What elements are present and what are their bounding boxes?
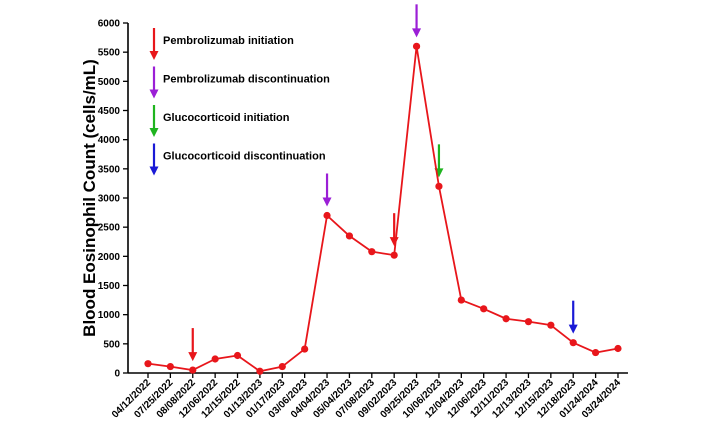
data-point xyxy=(592,348,600,357)
event-arrows xyxy=(188,4,578,362)
data-point xyxy=(256,367,264,375)
y-tick-label: 4000 xyxy=(98,135,121,146)
data-point xyxy=(480,305,488,313)
data-point xyxy=(569,339,577,347)
data-point xyxy=(524,318,533,326)
data-point xyxy=(278,362,286,371)
legend-item: Pembrolizumab initiation xyxy=(149,28,294,60)
arrow-head xyxy=(149,51,159,60)
legend-label: Glucocorticoid discontinuation xyxy=(163,151,326,163)
data-point xyxy=(301,345,309,353)
legend-item: Glucocorticoid initiation xyxy=(149,105,290,137)
data-point xyxy=(390,251,398,259)
y-tick-label: 3500 xyxy=(98,164,121,175)
data-point xyxy=(368,248,376,256)
y-tick-label: 5000 xyxy=(98,77,121,88)
data-point xyxy=(233,351,242,360)
arrow-head xyxy=(322,197,332,207)
data-point xyxy=(502,315,510,323)
arrow-head xyxy=(188,352,198,362)
arrow-head xyxy=(149,128,159,137)
y-tick-label: 2000 xyxy=(98,252,121,263)
data-point xyxy=(457,296,465,304)
data-point xyxy=(345,232,354,240)
event-arrow xyxy=(188,328,198,362)
legend-label: Pembrolizumab initiation xyxy=(163,35,294,47)
data-point xyxy=(412,42,421,50)
series-line xyxy=(147,45,619,373)
legend-arrow xyxy=(149,105,159,137)
legend-item: Pembrolizumab discontinuation xyxy=(149,66,330,99)
event-arrow xyxy=(568,300,578,334)
data-point xyxy=(166,362,174,371)
y-tick-label: 500 xyxy=(103,339,120,350)
y-tick-label: 6000 xyxy=(98,19,121,30)
data-point xyxy=(435,182,443,190)
y-axis-title: Blood Eosinophil Count (cells/mL) xyxy=(80,59,99,337)
data-point xyxy=(189,366,197,374)
arrow-head xyxy=(568,324,578,334)
event-arrow xyxy=(434,144,444,178)
y-tick-label: 2500 xyxy=(98,223,121,234)
y-tick-label: 0 xyxy=(114,369,120,380)
legend-arrow xyxy=(149,143,159,176)
y-tick-label: 1500 xyxy=(98,281,121,292)
arrow-head xyxy=(149,89,159,99)
y-tick-label: 4500 xyxy=(98,106,121,117)
event-arrow xyxy=(322,173,332,207)
legend-label: Glucocorticoid initiation xyxy=(163,112,290,124)
data-point xyxy=(144,360,152,368)
data-point xyxy=(323,211,331,220)
x-axis: 04/12/202207/25/202208/08/202212/06/2022… xyxy=(110,372,628,421)
arrow-head xyxy=(149,166,159,176)
legend-arrow xyxy=(149,66,159,99)
y-tick-label: 1000 xyxy=(98,310,121,321)
chart-legend: Pembrolizumab initiation Pembrolizumab di… xyxy=(149,28,330,176)
y-tick-label: 3000 xyxy=(98,194,121,205)
data-point xyxy=(547,321,555,329)
legend-label: Pembrolizumab discontinuation xyxy=(163,74,330,86)
event-arrow xyxy=(412,4,422,38)
arrow-head xyxy=(389,237,399,247)
y-tick-label: 5500 xyxy=(98,48,121,59)
series-eosinophil xyxy=(144,42,622,375)
legend-arrow xyxy=(149,28,159,60)
data-point xyxy=(614,344,622,353)
y-axis: 0 500 1000 1500 2000 2500 3000 3500 4000 4500 5000… xyxy=(98,19,129,380)
data-point xyxy=(211,355,219,363)
arrow-head xyxy=(412,28,422,38)
legend-item: Glucocorticoid discontinuation xyxy=(149,143,326,176)
